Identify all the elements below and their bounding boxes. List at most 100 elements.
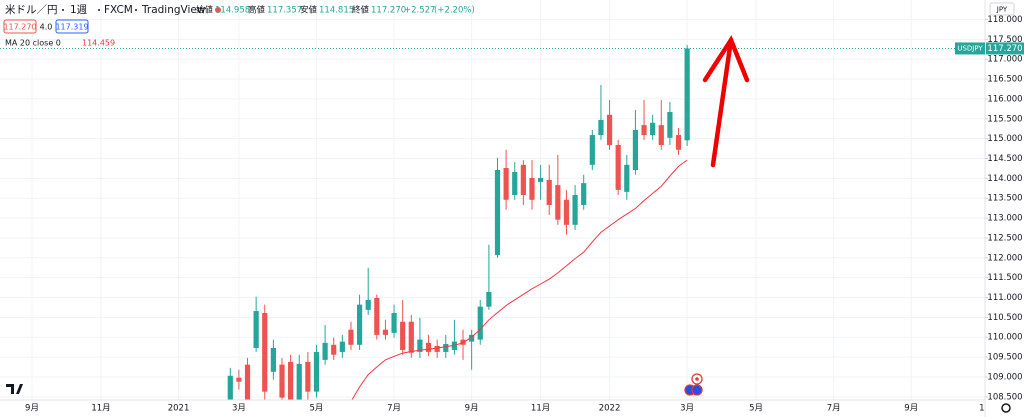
x-tick-label: 2022	[599, 404, 621, 414]
candle-body	[434, 345, 440, 352]
candle-body	[632, 129, 639, 171]
x-tick-label: 9月	[465, 404, 479, 414]
candle-body	[469, 334, 475, 342]
candle-body	[451, 341, 457, 350]
symbol-tag: USDJPY	[957, 44, 983, 52]
candle-body	[227, 375, 233, 400]
candle-body	[615, 144, 621, 190]
candle-body	[236, 377, 242, 382]
candle-body	[538, 177, 544, 182]
candle-body	[529, 177, 535, 200]
candle-body	[270, 347, 276, 372]
ma-last: 114.459	[82, 39, 115, 48]
x-tick-label: 9月	[25, 404, 39, 414]
price-axis-bg	[985, 0, 1024, 417]
x-tick-label: 5月	[310, 404, 324, 414]
candle-body	[313, 351, 320, 392]
y-tick-label: 108.500	[987, 392, 1022, 402]
currency-button[interactable]	[989, 2, 1015, 16]
candle-body	[606, 114, 613, 145]
x-tick-label: 3月	[680, 404, 694, 414]
last-price-label: 117.270	[987, 44, 1022, 54]
separator	[135, 9, 137, 11]
candle-body	[546, 179, 552, 205]
y-tick-label: 109.000	[987, 372, 1022, 382]
y-tick-label: 112.500	[987, 233, 1022, 243]
x-tick-label: 7月	[827, 404, 841, 414]
settings-button[interactable]	[1001, 403, 1011, 413]
candle-body	[555, 185, 561, 220]
y-tick-label: 113.000	[987, 214, 1022, 224]
x-tick-label: 2021	[168, 404, 190, 414]
candle-body	[494, 170, 501, 256]
y-tick-label: 117.000	[987, 55, 1022, 65]
candle-body	[244, 364, 251, 400]
candle-body	[305, 361, 311, 392]
candle-body	[572, 195, 578, 225]
y-tick-label: 111.500	[987, 273, 1022, 283]
y-tick-label: 118.000	[987, 15, 1022, 25]
stat-label: 終値	[352, 5, 370, 16]
candle-body	[262, 313, 268, 392]
arrow-head	[702, 35, 750, 83]
arrow-shaft	[710, 37, 734, 168]
event-icon[interactable]	[691, 384, 703, 396]
symbol-tag-bg	[955, 42, 985, 55]
candle-body	[365, 299, 371, 310]
candle-body	[667, 112, 673, 138]
currency[interactable]: JPY	[996, 6, 1008, 14]
last-price-bg	[986, 42, 1024, 55]
candle-body	[296, 363, 302, 400]
x-tick-label: 5月	[749, 404, 763, 414]
x-tick-label: 9月	[904, 404, 918, 414]
candle-body	[658, 125, 664, 145]
stat-label: 高値	[248, 5, 266, 16]
y-tick-label: 110.000	[987, 333, 1022, 343]
candle-body	[339, 341, 345, 352]
grid	[0, 0, 990, 400]
stat-value: 114.815	[319, 6, 354, 16]
separator	[98, 9, 100, 11]
candle-body	[650, 122, 656, 136]
candle-body	[486, 291, 492, 307]
sell-price[interactable]: 117.270	[3, 23, 36, 32]
candle-body	[675, 135, 682, 150]
buy-badge[interactable]	[55, 19, 89, 34]
ma-line	[351, 159, 688, 400]
candle-body	[641, 125, 647, 136]
y-tick-label: 117.500	[987, 35, 1022, 45]
y-tick-label: 114.000	[987, 174, 1022, 184]
candle-body	[391, 313, 397, 333]
sell-badge[interactable]	[3, 19, 37, 34]
candle-body	[477, 306, 483, 340]
stat-value: 117.357	[267, 6, 302, 16]
exchange: FXCM	[104, 4, 133, 16]
separator	[62, 9, 64, 11]
candle-body	[400, 321, 406, 350]
candle-body	[443, 343, 449, 352]
candle-body	[288, 361, 294, 400]
y-tick-label: 116.000	[987, 94, 1022, 104]
brand: TradingView	[141, 4, 206, 16]
y-tick-label: 114.500	[987, 154, 1022, 164]
candle-body	[253, 311, 259, 348]
symbol: 米ドル／円	[5, 3, 58, 16]
plot	[0, 45, 985, 400]
y-tick-label: 115.000	[987, 134, 1022, 144]
ma-legend: MA 20 close 0	[5, 39, 61, 48]
candle-body	[279, 364, 285, 398]
candle-body	[520, 164, 526, 196]
stat-value: 114.958	[215, 6, 250, 16]
buy-price[interactable]: 117.319	[55, 23, 88, 32]
x-tick-label: 3月	[232, 404, 246, 414]
annotation-arrow	[702, 35, 750, 168]
candle-body	[589, 135, 595, 165]
candle-body	[356, 304, 363, 345]
stat-label: 始値	[196, 5, 214, 16]
event-dot	[695, 377, 699, 381]
x-tick-label: 11月	[91, 404, 110, 414]
candle-body	[581, 183, 587, 205]
